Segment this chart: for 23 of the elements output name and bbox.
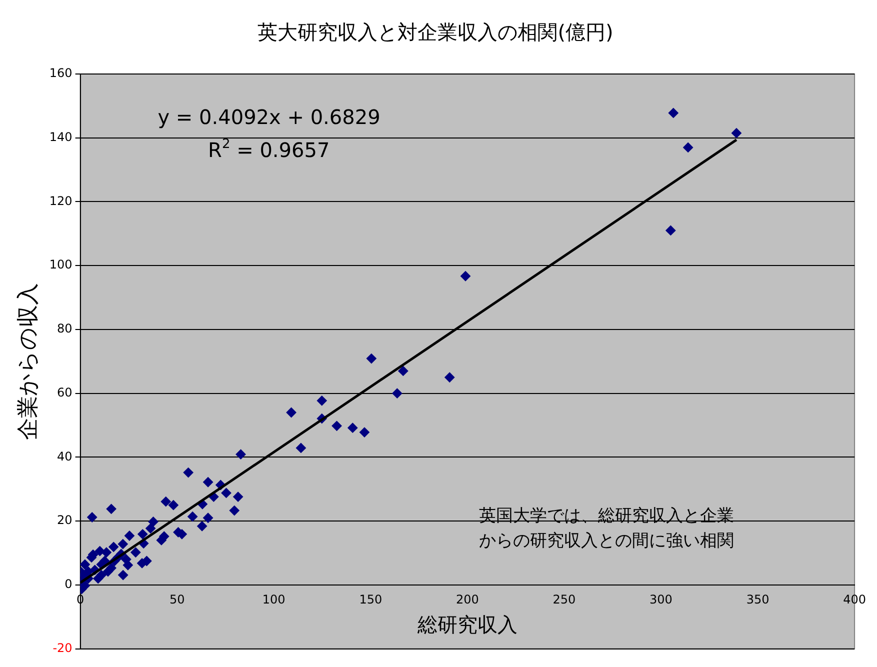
chart-title: 英大研究収入と対企業収入の相関(億円) [258,20,614,44]
x-tick-label: 250 [552,592,576,606]
x-tick-label: 350 [746,592,770,606]
y-tick-label: 60 [57,385,72,400]
y-tick-label: 120 [49,194,72,208]
y-tick-label: 100 [49,258,72,272]
x-tick-label: 200 [456,592,479,606]
x-tick-label: 150 [359,592,382,606]
x-tick-label: 50 [169,592,185,606]
y-tick-label: 20 [57,513,72,528]
x-tick-label: 400 [843,592,866,606]
x-axis-title: 総研究収入 [416,612,518,637]
annotation: y = 0.4092x + 0.6829 [158,105,380,129]
y-tick-label: 140 [49,130,72,144]
x-tick-label: 300 [650,592,672,606]
x-tick-label: 100 [262,592,286,606]
y-tick-label: 40 [57,449,72,464]
y-axis-title: 企業からの収入 [16,282,41,440]
annotation: からの研究収入との間に強い相関 [479,530,734,551]
y-tick-label: -20 [52,640,72,655]
y-tick-label: 160 [49,66,72,80]
y-tick-label: 0 [64,577,72,592]
y-tick-label: 80 [57,322,72,336]
